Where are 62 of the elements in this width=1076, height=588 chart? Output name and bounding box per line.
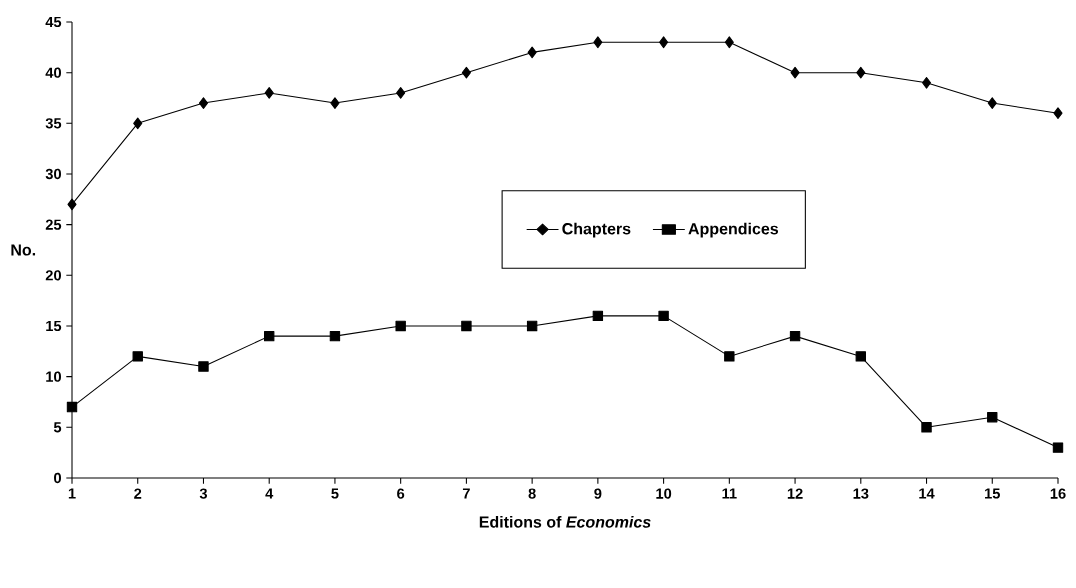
x-tick-label: 7 xyxy=(462,488,470,499)
point xyxy=(856,66,866,79)
point xyxy=(461,66,471,79)
point xyxy=(330,97,340,109)
point xyxy=(921,422,932,433)
point xyxy=(593,36,603,49)
x-tick-label: 16 xyxy=(1050,488,1066,499)
point xyxy=(329,330,341,342)
x-tick-label: 12 xyxy=(787,488,803,499)
point xyxy=(855,351,866,362)
x-tick-label: 15 xyxy=(985,488,1000,499)
y-tick-label: 45 xyxy=(45,16,62,28)
point xyxy=(264,87,274,99)
x-axis-title: Editions of Economics xyxy=(479,515,651,528)
point xyxy=(789,330,801,342)
x-tick-label: 5 xyxy=(331,488,339,499)
x-tick-label: 14 xyxy=(919,488,935,499)
x-tick-label: 2 xyxy=(134,488,142,499)
x-tick-label: 9 xyxy=(594,488,602,499)
y-tick-label: 0 xyxy=(54,472,61,484)
x-tick-label: 8 xyxy=(528,488,536,499)
point xyxy=(198,361,209,372)
x-tick-label: 6 xyxy=(397,488,405,499)
y-tick-label: 30 xyxy=(45,168,61,180)
point xyxy=(395,320,406,332)
point xyxy=(592,310,604,322)
point xyxy=(67,198,77,211)
y-axis-title: No. xyxy=(11,244,36,256)
point xyxy=(724,36,734,49)
point xyxy=(461,320,472,332)
y-tick-label: 40 xyxy=(45,67,61,78)
y-tick-label: 25 xyxy=(45,219,62,230)
point xyxy=(198,97,209,109)
point xyxy=(396,87,406,99)
point xyxy=(1053,107,1063,120)
y-tick-label: 15 xyxy=(46,320,62,332)
point xyxy=(659,36,669,49)
x-tick-label: 10 xyxy=(656,488,672,499)
x-tick-label: 4 xyxy=(265,488,274,499)
point xyxy=(987,411,998,423)
y-tick-label: 5 xyxy=(53,422,62,433)
point xyxy=(526,320,538,332)
point xyxy=(921,76,932,89)
legend-label: Chapters xyxy=(562,222,631,238)
point xyxy=(1052,442,1064,453)
point xyxy=(527,46,537,59)
x-tick-label: 1 xyxy=(68,488,76,499)
point xyxy=(264,330,275,342)
x-tick-label: 13 xyxy=(853,488,869,499)
y-tick-label: 10 xyxy=(46,371,61,382)
point xyxy=(66,401,78,413)
point xyxy=(987,97,997,109)
point xyxy=(133,117,143,130)
legend-label: Appendices xyxy=(688,222,779,238)
point xyxy=(790,66,800,79)
x-tick-label: 11 xyxy=(722,488,737,499)
y-tick-label: 20 xyxy=(45,270,61,281)
x-tick-label: 3 xyxy=(199,488,208,499)
point xyxy=(724,351,735,362)
point xyxy=(132,351,143,362)
y-tick-label: 35 xyxy=(45,118,62,129)
point xyxy=(658,310,669,322)
